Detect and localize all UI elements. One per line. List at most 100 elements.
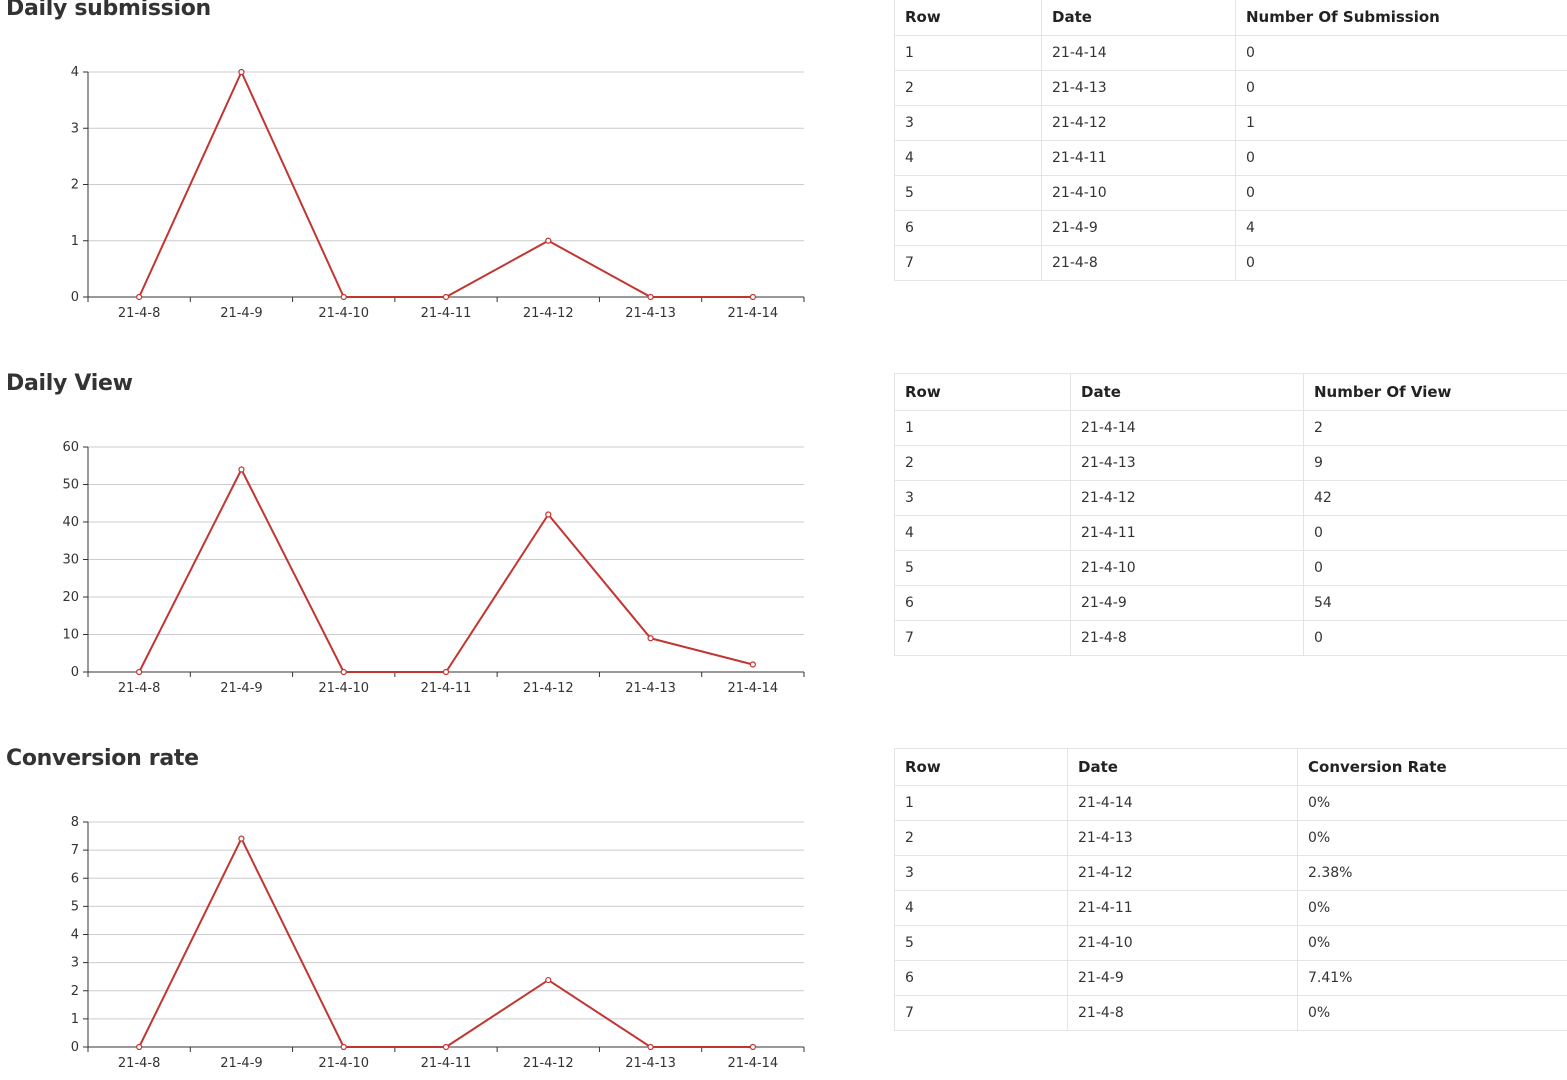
cell-value: 0% <box>1297 785 1567 821</box>
daily-view-section: Daily View 0 10 20 30 40 50 60 21-4-8 21-4-9 21-4… <box>0 371 1567 750</box>
y-tick-label: 0 <box>71 1040 79 1055</box>
x-tick-label: 21-4-11 <box>421 681 472 696</box>
y-tick-label: 10 <box>62 628 79 643</box>
cell-row: 5 <box>894 925 1068 961</box>
header-row[interactable]: Row <box>894 0 1042 36</box>
table-row: 4 21-4-11 0 <box>894 515 1567 551</box>
table-row: 5 21-4-10 0 <box>894 550 1567 586</box>
cell-row: 5 <box>894 550 1071 586</box>
data-point <box>647 1043 654 1051</box>
data-point <box>238 835 245 842</box>
cell-date: 21-4-12 <box>1067 855 1298 891</box>
cell-row: 4 <box>894 515 1071 551</box>
y-tick-label: 4 <box>71 65 79 80</box>
cell-value: 9 <box>1303 445 1567 481</box>
cell-row: 2 <box>894 70 1042 106</box>
data-point <box>136 293 143 301</box>
data-point <box>749 1043 756 1051</box>
conversion-rate-table: Row Date Conversion Rate 1 21-4-14 0% 2 21-… <box>894 748 1567 1031</box>
cell-row: 2 <box>894 445 1071 481</box>
data-point <box>238 466 245 473</box>
table-row: 7 21-4-8 0 <box>894 245 1567 281</box>
cell-date: 21-4-12 <box>1041 105 1236 141</box>
data-point <box>442 1043 450 1051</box>
cell-row: 1 <box>894 410 1071 446</box>
cell-date: 21-4-9 <box>1070 585 1304 621</box>
table-row: 4 21-4-11 0 <box>894 140 1567 176</box>
cell-value: 2.38% <box>1297 855 1567 891</box>
header-date[interactable]: Date <box>1041 0 1236 36</box>
table-row: 3 21-4-12 2.38% <box>894 855 1567 891</box>
header-value[interactable]: Number Of Submission <box>1235 0 1567 36</box>
y-tick-label: 2 <box>71 178 79 193</box>
section-title: Daily submission <box>6 0 211 21</box>
x-tick-label: 21-4-13 <box>625 306 676 321</box>
table-header-row: Row Date Number Of Submission <box>894 0 1567 36</box>
section-title: Conversion rate <box>6 746 199 771</box>
table-header-row: Row Date Number Of View <box>894 373 1567 411</box>
cell-row: 6 <box>894 210 1042 246</box>
x-tick-label: 21-4-10 <box>318 681 369 696</box>
x-tick-label: 21-4-13 <box>625 681 676 696</box>
cell-value: 0 <box>1303 620 1567 656</box>
cell-row: 1 <box>894 785 1068 821</box>
series-line <box>138 837 753 1048</box>
y-tick-label: 30 <box>62 553 79 568</box>
table-row: 1 21-4-14 2 <box>894 410 1567 446</box>
cell-value: 0 <box>1303 515 1567 551</box>
cell-date: 21-4-14 <box>1041 35 1236 71</box>
y-tick-label: 2 <box>71 984 79 999</box>
header-row[interactable]: Row <box>894 373 1071 411</box>
cell-value: 0 <box>1235 140 1567 176</box>
x-tick-label: 21-4-12 <box>523 306 574 321</box>
cell-row: 7 <box>894 995 1068 1031</box>
data-point <box>442 668 450 676</box>
x-tick-label: 21-4-11 <box>421 306 472 321</box>
table-header-row: Row Date Conversion Rate <box>894 748 1567 786</box>
data-point <box>340 1043 347 1051</box>
cell-value: 42 <box>1303 480 1567 516</box>
x-tick-label: 21-4-12 <box>523 681 574 696</box>
y-tick-label: 1 <box>71 1012 79 1027</box>
cell-date: 21-4-13 <box>1070 445 1304 481</box>
table-row: 3 21-4-12 42 <box>894 480 1567 516</box>
data-point <box>749 293 756 301</box>
table-row: 4 21-4-11 0% <box>894 890 1567 926</box>
series-line <box>138 468 754 673</box>
cell-date: 21-4-14 <box>1070 410 1304 446</box>
cell-date: 21-4-10 <box>1067 925 1298 961</box>
cell-row: 6 <box>894 585 1071 621</box>
daily-submission-section: Daily submission 0 1 2 3 4 21-4-8 21-4-9 21-4-1… <box>0 0 1567 375</box>
table-row: 6 21-4-9 4 <box>894 210 1567 246</box>
x-tick-label: 21-4-8 <box>118 1056 160 1071</box>
table-row: 2 21-4-13 0 <box>894 70 1567 106</box>
cell-row: 3 <box>894 480 1071 516</box>
cell-date: 21-4-8 <box>1041 245 1236 281</box>
cell-date: 21-4-13 <box>1041 70 1236 106</box>
x-tick-label: 21-4-10 <box>318 1056 369 1071</box>
cell-date: 21-4-14 <box>1067 785 1298 821</box>
cell-row: 4 <box>894 890 1068 926</box>
x-tick-label: 21-4-11 <box>421 1056 472 1071</box>
header-date[interactable]: Date <box>1070 373 1304 411</box>
x-tick-label: 21-4-14 <box>727 1056 778 1071</box>
cell-row: 7 <box>894 620 1071 656</box>
y-tick-label: 60 <box>62 440 79 455</box>
data-point <box>340 668 347 676</box>
y-tick-label: 7 <box>71 843 79 858</box>
header-value[interactable]: Number Of View <box>1303 373 1567 411</box>
cell-row: 2 <box>894 820 1068 856</box>
x-tick-label: 21-4-12 <box>523 1056 574 1071</box>
cell-date: 21-4-11 <box>1070 515 1304 551</box>
conversion-rate-chart: 0 1 2 3 4 5 6 7 8 21-4-8 21-4-9 21-4-10 21-4-11 21-4-… <box>71 815 805 1071</box>
cell-row: 5 <box>894 175 1042 211</box>
header-date[interactable]: Date <box>1067 748 1298 786</box>
table-row: 5 21-4-10 0% <box>894 925 1567 961</box>
x-tick-label: 21-4-13 <box>625 1056 676 1071</box>
header-row[interactable]: Row <box>894 748 1068 786</box>
cell-row: 3 <box>894 105 1042 141</box>
data-point <box>136 668 143 676</box>
cell-value: 0% <box>1297 995 1567 1031</box>
header-value[interactable]: Conversion Rate <box>1297 748 1567 786</box>
cell-row: 7 <box>894 245 1042 281</box>
